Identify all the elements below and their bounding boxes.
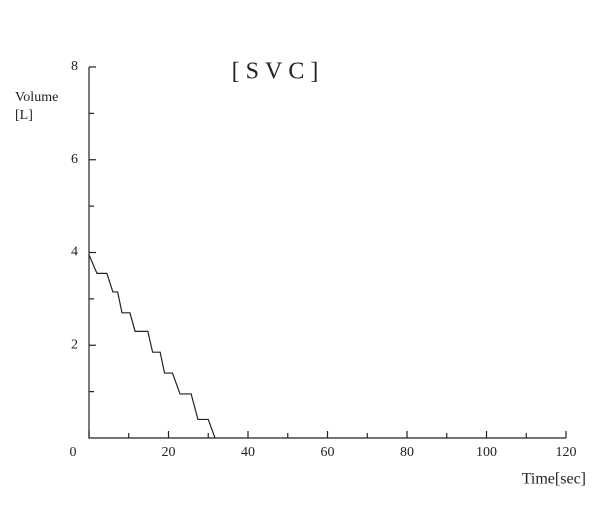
x-tick-label: 80 (400, 445, 414, 460)
x-tick-label: 120 (556, 445, 577, 460)
x-tick-label: 0 (70, 445, 77, 460)
y-axis-label: [L] (15, 108, 33, 123)
y-tick-label: 2 (71, 337, 78, 352)
y-axis-label: Volume (15, 90, 58, 105)
y-tick-label: 4 (71, 245, 78, 260)
x-tick-label: 40 (241, 445, 255, 460)
x-tick-label: 60 (321, 445, 335, 460)
x-tick-label: 20 (162, 445, 176, 460)
x-axis-label: Time[sec] (522, 471, 586, 488)
x-tick-label: 100 (476, 445, 497, 460)
axes (88, 67, 566, 439)
chart-title: [SVC] (232, 59, 325, 85)
y-tick-label: 6 (71, 152, 78, 167)
y-tick-label: 8 (71, 59, 78, 74)
data-line (88, 254, 216, 439)
